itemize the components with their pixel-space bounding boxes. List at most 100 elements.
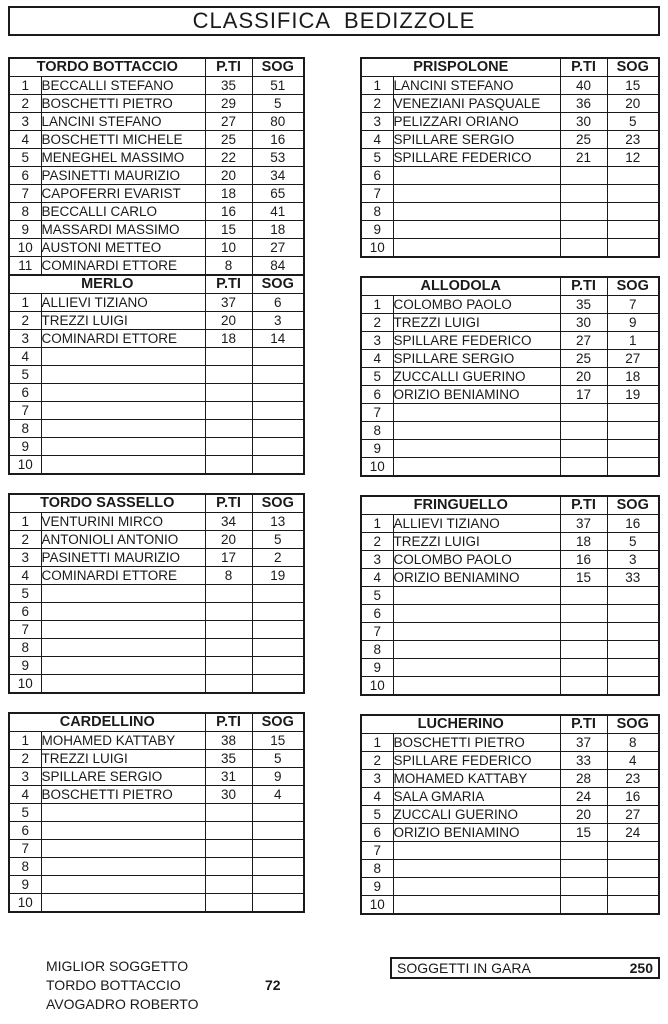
rank-cell: 1 <box>8 76 42 95</box>
name-cell: ALLIEVI TIZIANO <box>392 514 561 533</box>
table-row: 3 PASINETTI MAURIZIO 17 2 <box>8 548 305 567</box>
name-cell <box>392 439 561 458</box>
table-row: 10 <box>360 238 660 258</box>
sog-cell: 41 <box>251 202 305 221</box>
name-cell <box>40 401 206 420</box>
name-cell <box>392 166 561 185</box>
name-cell: SPILLARE FEDERICO <box>392 331 561 350</box>
rank-cell: 5 <box>360 586 394 605</box>
rank-cell: 10 <box>8 455 42 475</box>
block-tordo-bottaccio-merlo: TORDO BOTTACCIO P.TI SOG 1 BECCALLI STEFANO 3… <box>8 57 305 475</box>
sog-cell: 24 <box>606 823 660 842</box>
block-tordo-sassello: TORDO SASSELLO P.TI SOG 1 VENTURINI MIRCO 34 1… <box>8 493 305 694</box>
sog-cell: 51 <box>251 76 305 95</box>
rank-cell: 3 <box>8 112 42 131</box>
rank-cell: 5 <box>8 148 42 167</box>
name-cell <box>392 457 561 477</box>
table-row: 4 SPILLARE SERGIO 25 27 <box>360 349 660 368</box>
pti-cell: 8 <box>204 256 253 276</box>
table-row: 10 <box>360 457 660 477</box>
name-cell <box>40 365 206 384</box>
rank-cell: 10 <box>360 238 394 258</box>
sog-cell: 19 <box>251 566 305 585</box>
table-row: 9 <box>8 656 305 675</box>
table-row: 1 BECCALLI STEFANO 35 51 <box>8 76 305 95</box>
sog-cell: 3 <box>251 311 305 330</box>
table-row: 6 <box>360 166 660 185</box>
rank-cell: 3 <box>8 548 42 567</box>
name-cell <box>40 875 206 894</box>
table-row: 6 PASINETTI MAURIZIO 20 34 <box>8 166 305 185</box>
table-row: 7 <box>360 622 660 641</box>
name-cell <box>40 638 206 657</box>
rank-cell: 3 <box>360 769 394 788</box>
table-row: 8 <box>360 640 660 659</box>
pti-cell <box>204 584 253 603</box>
rank-cell: 2 <box>360 94 394 113</box>
name-cell <box>392 895 561 915</box>
pti-cell: 18 <box>559 532 608 551</box>
table-row: 2 TREZZI LUIGI 18 5 <box>360 532 660 551</box>
pti-cell <box>204 839 253 858</box>
table-row: 3 SPILLARE FEDERICO 27 1 <box>360 331 660 350</box>
name-cell <box>392 421 561 440</box>
pti-cell: 20 <box>559 367 608 386</box>
name-cell: ORIZIO BENIAMINO <box>392 385 561 404</box>
name-cell: COMINARDI ETTORE <box>40 329 206 348</box>
name-cell <box>392 238 561 258</box>
sog-cell <box>606 895 660 915</box>
rank-cell: 9 <box>8 437 42 456</box>
rank-cell: 6 <box>8 383 42 402</box>
rank-cell: 4 <box>8 130 42 149</box>
sog-cell <box>251 602 305 621</box>
name-cell <box>392 403 561 422</box>
sog-column-header: SOG <box>251 493 305 513</box>
pti-cell: 16 <box>204 202 253 221</box>
sog-cell: 27 <box>606 349 660 368</box>
pti-cell: 35 <box>559 295 608 314</box>
rank-cell: 7 <box>360 403 394 422</box>
sog-cell: 4 <box>606 751 660 770</box>
pti-cell <box>204 857 253 876</box>
sog-cell <box>251 584 305 603</box>
pti-cell: 20 <box>559 805 608 824</box>
pti-column-header: P.TI <box>559 495 608 515</box>
sog-cell <box>251 347 305 366</box>
sog-cell <box>606 604 660 623</box>
sog-cell <box>251 875 305 894</box>
page-title: CLASSIFICA BEDIZZOLE <box>8 6 660 36</box>
sog-cell: 53 <box>251 148 305 167</box>
table-row: 5 ZUCCALI GUERINO 20 27 <box>360 805 660 824</box>
pti-column-header: P.TI <box>559 57 608 77</box>
sog-cell <box>606 202 660 221</box>
table-prispolone: PRISPOLONE P.TI SOG 1 LANCINI STEFANO 40 15 2 VE… <box>360 57 660 258</box>
name-cell: TREZZI LUIGI <box>392 532 561 551</box>
table-row: 3 COMINARDI ETTORE 18 14 <box>8 329 305 348</box>
name-cell <box>392 220 561 239</box>
table-row: 5 ZUCCALLI GUERINO 20 18 <box>360 367 660 386</box>
table-row: 7 <box>360 403 660 422</box>
pti-cell: 8 <box>204 566 253 585</box>
rank-cell: 7 <box>8 401 42 420</box>
pti-cell <box>559 676 608 696</box>
pti-cell: 25 <box>559 130 608 149</box>
name-cell <box>392 640 561 659</box>
pti-cell <box>204 674 253 694</box>
table-title: TORDO BOTTACCIO <box>8 57 206 77</box>
sog-cell: 5 <box>251 749 305 768</box>
sog-cell <box>606 622 660 641</box>
table-row: 1 MOHAMED KATTABY 38 15 <box>8 731 305 750</box>
sog-cell: 27 <box>251 238 305 257</box>
best-subject-label: MIGLIOR SOGGETTO <box>46 958 189 974</box>
table-title: ALLODOLA <box>360 276 561 296</box>
rank-cell: 7 <box>360 184 394 203</box>
rank-cell: 3 <box>8 329 42 348</box>
pti-cell: 37 <box>204 293 253 312</box>
sog-cell <box>606 877 660 896</box>
sog-cell: 13 <box>251 512 305 531</box>
name-cell <box>40 821 206 840</box>
pti-cell <box>204 656 253 675</box>
pti-column-header: P.TI <box>204 57 253 77</box>
sog-cell <box>606 859 660 878</box>
sog-cell <box>251 656 305 675</box>
